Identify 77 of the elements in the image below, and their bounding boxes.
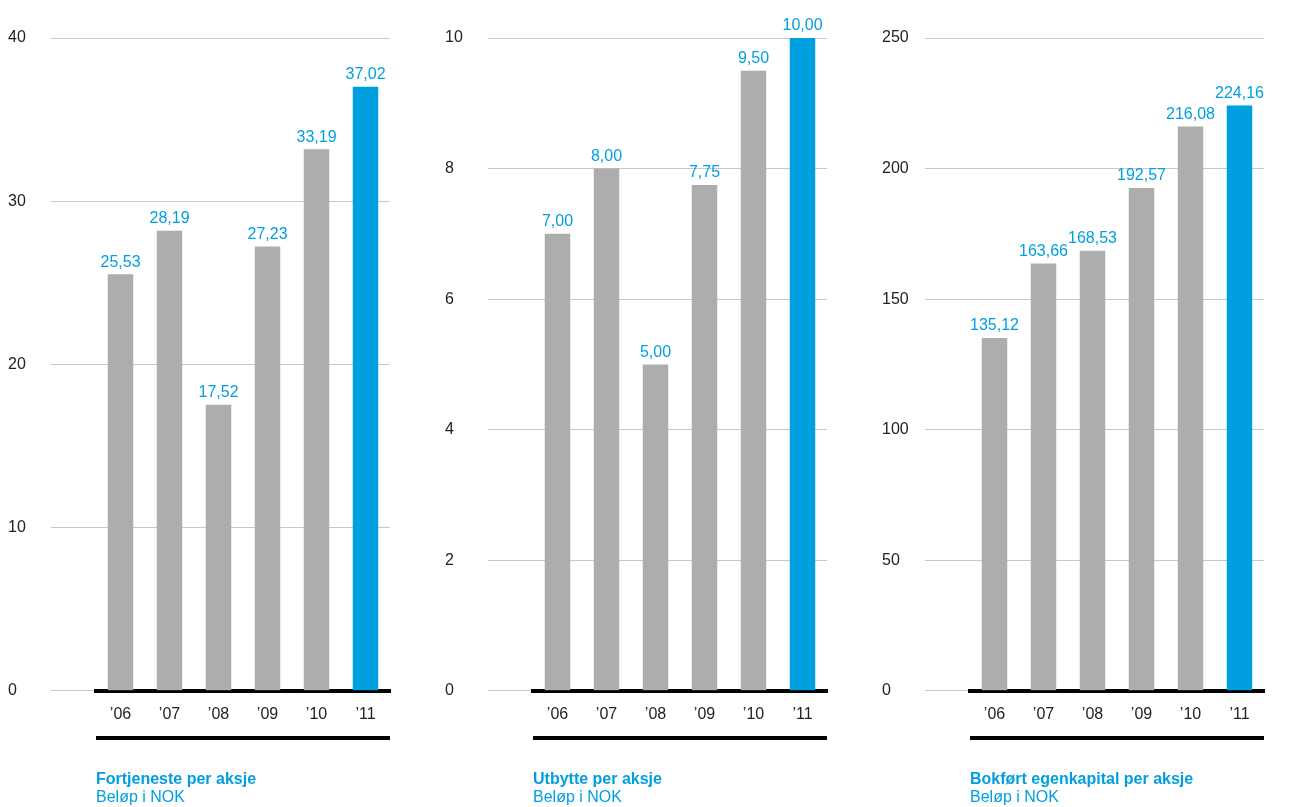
bar (1177, 126, 1204, 691)
y-tick-label: 20 (8, 354, 26, 372)
x-tick-label: ’06 (983, 704, 1006, 722)
x-tick-label: ’07 (595, 704, 618, 722)
bar (691, 184, 718, 691)
text: Utbytte per aksje (533, 770, 663, 788)
data-label: 163,66 (1019, 241, 1069, 259)
x-tick-label: ’10 (742, 704, 765, 722)
x-tick-label: ’06 (109, 704, 132, 722)
x-tick-label: ’08 (207, 704, 230, 722)
data-label: 8,00 (590, 146, 623, 164)
y-tick-label: 30 (8, 191, 26, 209)
x-tick-label: ’08 (644, 704, 667, 722)
bar (789, 38, 816, 691)
data-label: 28,19 (149, 209, 190, 227)
data-label: 192,57 (1117, 166, 1167, 184)
bar (1030, 263, 1057, 691)
bar (981, 337, 1008, 691)
x-tick-label: ’06 (546, 704, 569, 722)
data-label: 168,53 (1068, 229, 1118, 247)
y-tick-label: 200 (882, 158, 909, 176)
x-tick-label: ’11 (355, 704, 376, 722)
y-tick-label: 4 (445, 420, 454, 438)
text: Fortjeneste per aksje (96, 770, 258, 788)
data-label: 10,00 (782, 16, 823, 34)
x-tick-label: ’09 (693, 704, 716, 722)
bar (1226, 105, 1253, 691)
x-tick-label: ’10 (1179, 704, 1202, 722)
y-tick-label: 250 (882, 28, 909, 46)
y-tick-label: 2 (445, 550, 454, 568)
x-tick-label: ’11 (1229, 704, 1250, 722)
x-tick-label: ’09 (1130, 704, 1153, 722)
x-tick-label: ’07 (1032, 704, 1055, 722)
data-label: 5,00 (639, 342, 672, 360)
bar (642, 364, 669, 691)
y-tick-label: 8 (445, 158, 454, 176)
data-label: 135,12 (970, 316, 1020, 334)
text: Beløp i NOK (96, 788, 186, 806)
y-tick-label: 40 (8, 28, 26, 46)
y-tick-label: 0 (445, 681, 454, 699)
x-tick-label: ’08 (1081, 704, 1104, 722)
bar (740, 70, 767, 691)
data-label: 216,08 (1166, 104, 1216, 122)
data-label: 37,02 (345, 65, 386, 83)
data-label: 224,16 (1215, 83, 1265, 101)
y-tick-label: 10 (445, 28, 463, 46)
x-tick-label: ’09 (256, 704, 279, 722)
bar (205, 404, 232, 691)
x-tick-label: ’11 (792, 704, 813, 722)
y-tick-label: 6 (445, 289, 454, 307)
data-label: 25,53 (100, 252, 141, 270)
bar (352, 86, 379, 691)
y-tick-label: 150 (882, 289, 909, 307)
data-label: 7,00 (541, 212, 574, 230)
bar (1079, 250, 1106, 691)
bar (544, 233, 571, 691)
data-label: 33,19 (296, 127, 337, 145)
bar (593, 168, 620, 691)
text: Bokført egenkapital per aksje (970, 770, 1195, 788)
x-tick-label: ’10 (305, 704, 328, 722)
y-tick-label: 50 (882, 550, 900, 568)
y-tick-label: 0 (8, 681, 17, 699)
text: Beløp i NOK (533, 788, 623, 806)
bar (156, 230, 183, 691)
bar (254, 246, 281, 691)
data-label: 17,52 (198, 383, 239, 401)
bar (303, 149, 330, 691)
data-label: 9,50 (737, 49, 770, 67)
bar (1128, 187, 1155, 691)
y-tick-label: 100 (882, 420, 909, 438)
x-tick-label: ’07 (158, 704, 181, 722)
data-label: 27,23 (247, 224, 288, 242)
y-tick-label: 0 (882, 681, 891, 699)
y-tick-label: 10 (8, 518, 26, 536)
text: Beløp i NOK (970, 788, 1060, 806)
data-label: 7,75 (688, 163, 721, 181)
bar (107, 274, 134, 691)
